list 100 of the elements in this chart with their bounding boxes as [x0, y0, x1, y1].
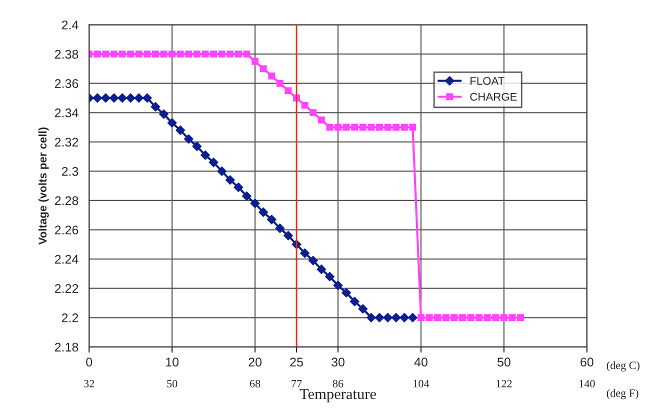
y-tick-label: 2.18 [54, 342, 78, 352]
point [276, 80, 284, 87]
point [368, 124, 375, 131]
point [275, 223, 285, 234]
point [193, 50, 200, 58]
point [117, 93, 128, 103]
point [351, 124, 358, 131]
x-tick-label: 50 [498, 358, 510, 367]
point [350, 296, 360, 306]
legend-label: CHARGE [470, 92, 517, 101]
point [218, 50, 226, 58]
point [242, 191, 252, 202]
point [118, 50, 126, 58]
point [234, 50, 242, 58]
y-axis-title: Voltage (volts per cell) [38, 128, 49, 245]
point [243, 50, 250, 58]
point [167, 118, 177, 128]
point [152, 50, 159, 58]
point [252, 58, 259, 65]
y-tick-label: 2.34 [54, 108, 78, 118]
point [127, 50, 134, 58]
point [283, 230, 294, 241]
point [225, 175, 236, 185]
point [126, 93, 136, 103]
point [192, 141, 202, 152]
x2-tick-label: 86 [332, 380, 344, 388]
point [400, 124, 408, 131]
point [135, 50, 142, 58]
point [284, 87, 292, 94]
point [316, 264, 326, 274]
point [300, 248, 310, 258]
text: (deg C) [606, 361, 640, 372]
x2-tick-label: 140 [580, 380, 595, 388]
point [184, 134, 194, 144]
point [359, 124, 366, 131]
point [150, 102, 160, 112]
point [168, 50, 176, 58]
point [92, 93, 102, 103]
point [260, 65, 267, 72]
point [176, 50, 184, 58]
point [142, 93, 152, 103]
x-tick-label: 20 [248, 358, 262, 367]
point [366, 312, 376, 323]
point [408, 312, 418, 323]
point [310, 109, 317, 116]
point [185, 50, 192, 58]
x-tick-label: 25 [290, 358, 303, 367]
point [358, 304, 368, 314]
point [500, 314, 508, 322]
point [102, 50, 110, 58]
point [434, 314, 442, 322]
point [318, 116, 325, 124]
point [384, 124, 392, 131]
text: (deg F) [606, 389, 638, 400]
y-tick-label: 2.4 [62, 20, 78, 30]
y-tick-label: 2.26 [54, 226, 78, 234]
point [134, 93, 144, 103]
x2-tick-label: 68 [250, 380, 260, 388]
y-tick-label: 2.36 [54, 79, 78, 88]
point [391, 312, 402, 323]
point [342, 124, 350, 131]
x2-tick-label: 50 [167, 380, 178, 388]
point [144, 50, 151, 58]
point [258, 207, 268, 218]
point [326, 124, 334, 131]
point [517, 314, 524, 322]
point [210, 50, 218, 58]
y-tick-label: 2.32 [54, 138, 78, 147]
point [458, 314, 466, 322]
point [492, 314, 500, 322]
point [110, 50, 118, 58]
point [341, 288, 352, 298]
point [392, 124, 400, 131]
point [476, 314, 483, 322]
point [208, 158, 218, 168]
x2-tick-label: 32 [84, 380, 94, 388]
point [234, 182, 244, 192]
x2-tick-label: 104 [414, 380, 430, 388]
point [202, 50, 209, 58]
point [268, 72, 276, 80]
point [200, 150, 210, 160]
point [216, 166, 227, 176]
x-tick-label: 0 [86, 358, 92, 367]
point [382, 312, 393, 323]
point [226, 50, 234, 58]
point [508, 314, 516, 322]
point [333, 280, 343, 290]
point [301, 102, 308, 109]
y-tick-label: 2.28 [54, 196, 78, 206]
point [94, 50, 101, 58]
point [442, 314, 450, 322]
y-tick-label: 2.38 [54, 50, 78, 59]
legend-label: FLOAT [470, 76, 504, 85]
point [374, 312, 384, 323]
point [450, 314, 458, 322]
point [109, 93, 119, 103]
x-axis-title: Temperature [300, 389, 376, 402]
point [175, 125, 186, 136]
point [399, 312, 410, 323]
point [467, 314, 474, 322]
